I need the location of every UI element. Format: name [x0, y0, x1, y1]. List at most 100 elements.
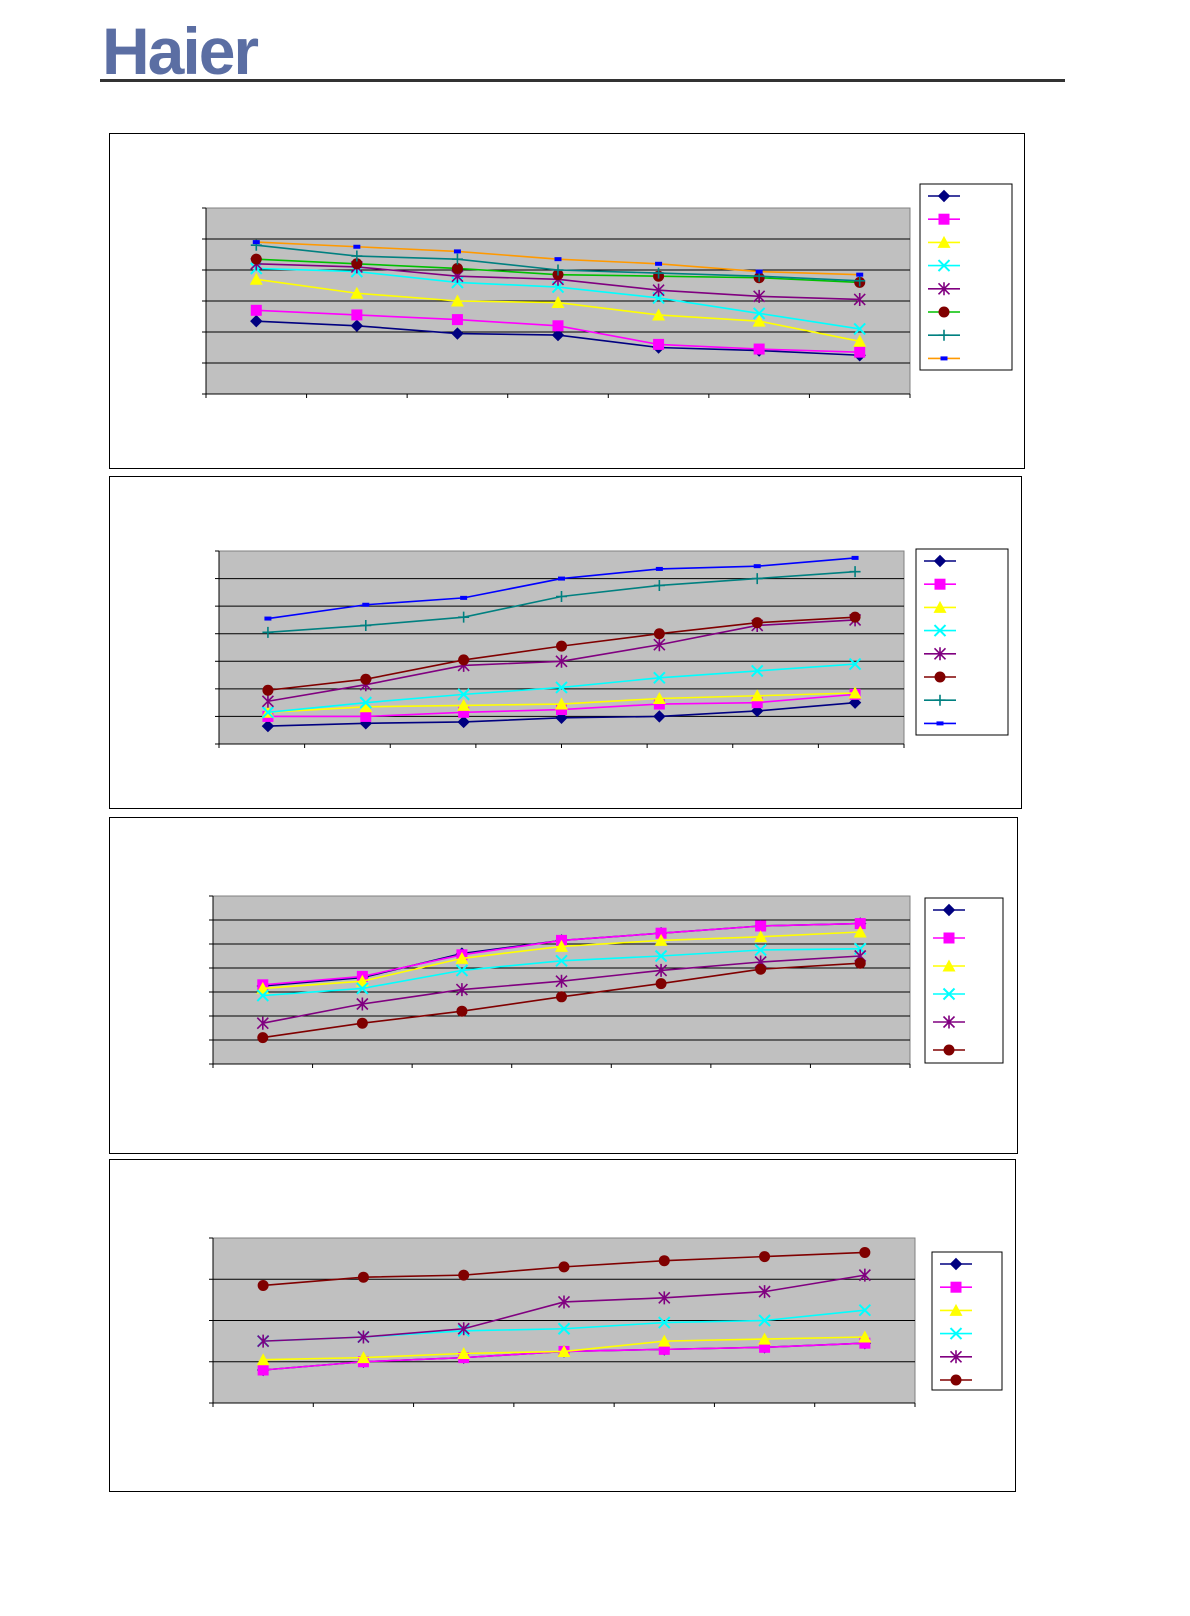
series-3	[256, 1330, 872, 1366]
series-8-point-shape	[851, 555, 859, 560]
series-7-point-shape	[854, 275, 866, 287]
legend-entry-8	[928, 356, 960, 361]
series-6-point-shape	[653, 628, 665, 640]
series-4-point	[658, 1316, 671, 1329]
legend-entry-1	[924, 554, 956, 568]
series-4-point-shape	[848, 657, 862, 671]
series-2-point-shape	[655, 927, 667, 939]
series-4-point-shape	[853, 322, 866, 336]
series-4	[256, 942, 867, 1002]
series-3-point	[557, 1344, 571, 1357]
series-6-point	[458, 1269, 470, 1281]
legend-marker-shape	[934, 671, 946, 683]
series-1-point-shape	[350, 319, 364, 333]
legend-marker	[933, 647, 947, 661]
series-2-point	[653, 338, 665, 350]
legend-marker	[937, 259, 951, 272]
series-3-point	[359, 700, 373, 713]
series-1-point	[653, 710, 666, 723]
series-6-point	[257, 1032, 269, 1044]
series-2-point-shape	[653, 698, 665, 710]
series-1-point-shape	[250, 314, 263, 328]
series-8-point-shape	[655, 566, 663, 571]
series-8-point	[655, 261, 663, 266]
legend-marker	[950, 1281, 962, 1293]
legend-marker-shape	[949, 1257, 963, 1271]
series-4-point-shape	[555, 954, 568, 968]
series-4-point	[758, 1314, 771, 1327]
series-2-point-shape	[458, 706, 470, 718]
series-5-point	[652, 283, 665, 297]
legend-entry-4	[940, 1327, 972, 1340]
series-3-point-shape	[557, 1344, 571, 1357]
series-3-point-shape	[256, 1353, 270, 1366]
legend-marker	[938, 329, 950, 341]
legend-entry-3	[924, 600, 956, 613]
legend-entry-7	[924, 694, 956, 706]
series-2	[250, 304, 866, 358]
legend-marker-shape	[943, 1044, 955, 1056]
series-5-point	[457, 1322, 470, 1336]
series-8	[252, 240, 864, 277]
series-2-point	[658, 1343, 670, 1355]
series-2-point	[257, 1364, 269, 1376]
series-4-point-shape	[356, 982, 369, 995]
series-4-point	[653, 671, 666, 685]
series-3-point	[752, 314, 766, 327]
legend-marker-shape	[942, 903, 956, 917]
series-3-point	[652, 308, 666, 321]
series-6	[262, 611, 861, 696]
series-3-point-shape	[555, 697, 568, 710]
series-5-point-shape	[658, 1291, 671, 1305]
legend-marker-shape	[942, 987, 956, 1001]
series-7-point-shape	[849, 566, 861, 578]
series-2-point	[751, 697, 763, 709]
series-1	[261, 696, 862, 733]
legend-marker	[938, 306, 950, 318]
series-5-point	[455, 983, 468, 997]
legend-entry-7	[928, 329, 960, 341]
legend-entry-6	[928, 306, 960, 318]
chart-3	[209, 895, 1004, 1068]
series-5-point	[655, 963, 668, 977]
legend-marker	[942, 903, 956, 917]
series-3-point-shape	[758, 1332, 772, 1345]
series-6-point	[759, 1251, 771, 1263]
series-8-point	[554, 257, 562, 262]
legend-box	[924, 897, 1004, 1064]
header-rule	[100, 79, 1065, 82]
series-7-point	[849, 566, 861, 578]
legend-entry-5	[933, 1015, 965, 1029]
series-3	[261, 686, 862, 718]
series-6-point	[357, 1271, 369, 1283]
series-7-point-shape	[653, 267, 665, 279]
series-8-point-shape	[353, 244, 361, 249]
series-3-point	[256, 981, 270, 994]
series-1-point	[555, 711, 568, 725]
series-3-point-shape	[752, 314, 766, 327]
series-5-point	[357, 1330, 370, 1344]
legend	[915, 548, 1009, 736]
series-2-point-shape	[658, 1343, 670, 1355]
series-5-point-shape	[356, 997, 369, 1011]
series-6-point	[360, 673, 372, 685]
haier-logo: Haier	[100, 14, 340, 88]
legend-marker-shape	[938, 306, 950, 318]
series-5-point-shape	[455, 983, 468, 997]
series-6-point	[351, 258, 363, 270]
series-3-point-shape	[853, 334, 867, 347]
legend-marker-shape	[942, 1015, 956, 1029]
legend-entry-3	[940, 1303, 972, 1316]
legend-marker	[940, 356, 948, 361]
series-5-point	[557, 1295, 571, 1309]
legend-marker	[949, 1303, 963, 1316]
legend-entry-1	[940, 1257, 972, 1271]
series-2-point	[753, 343, 765, 355]
series-8-point-shape	[264, 616, 272, 621]
series-7-point-shape	[360, 619, 372, 631]
series-6-point-shape	[849, 611, 861, 623]
series-4-point	[557, 1322, 571, 1335]
series-3-point	[256, 1353, 270, 1366]
chart-4	[209, 1237, 1003, 1407]
series-7-point-shape	[351, 250, 363, 262]
